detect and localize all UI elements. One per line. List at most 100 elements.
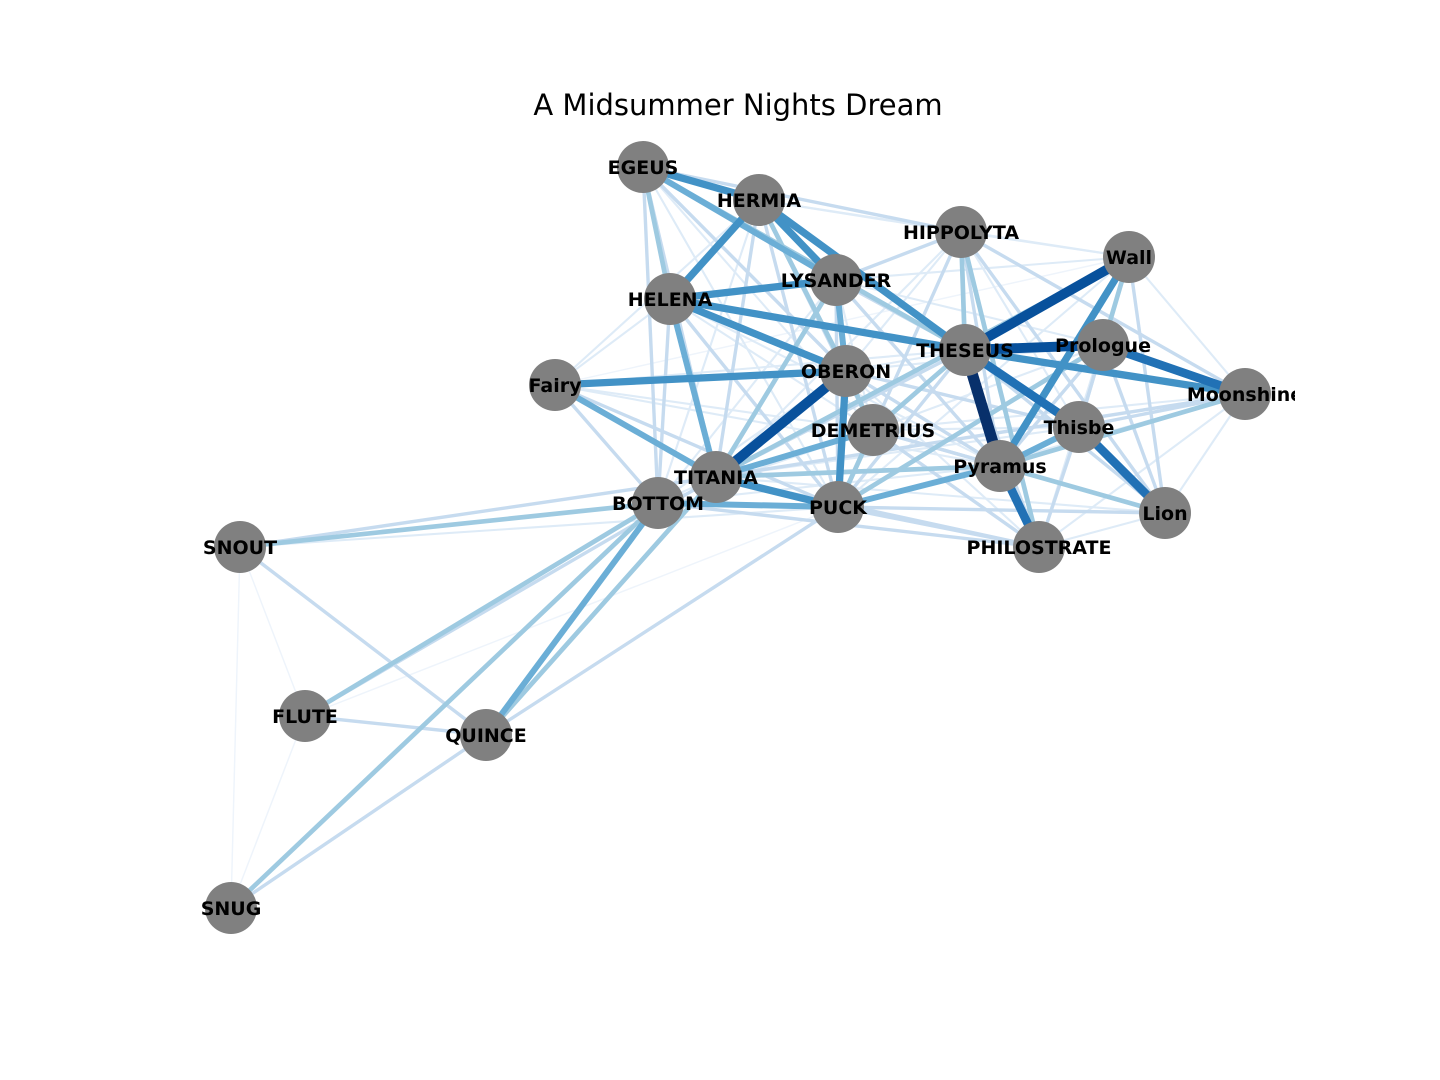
edge-helena-lysander	[669, 276, 837, 303]
node-titania	[690, 451, 742, 503]
node-wall	[1103, 231, 1155, 283]
edge-titania-pyramus	[715, 463, 1001, 480]
edge-wall-lion	[1127, 256, 1167, 514]
node-label-flute: FLUTE	[272, 706, 338, 728]
edge-fairy-titania	[553, 382, 718, 480]
node-label-hippolyta: HIPPOLYTA	[903, 222, 1019, 244]
edge-puck-quince	[485, 505, 839, 737]
node-label-puck: PUCK	[809, 497, 868, 519]
node-lion	[1139, 487, 1191, 539]
node-label-snout: SNOUT	[203, 537, 277, 559]
edge-lysander-bottom	[657, 279, 837, 504]
edge-flute-snug	[230, 715, 306, 909]
node-label-egeus: EGEUS	[608, 157, 679, 179]
edge-hippolyta-lion	[959, 231, 1167, 514]
node-label-moonshine: Moonshine	[1187, 384, 1303, 406]
node-thisbe	[1053, 401, 1105, 453]
node-label-fairy: Fairy	[529, 375, 583, 397]
node-snout	[214, 521, 266, 573]
node-label-titania: TITANIA	[674, 467, 758, 489]
node-moonshine	[1219, 368, 1271, 420]
edge-lion-pyramus	[999, 463, 1166, 516]
node-label-wall: Wall	[1106, 247, 1152, 269]
edge-pyramus-puck	[837, 463, 1001, 510]
edge-hippolyta-moonshine	[960, 230, 1246, 396]
edge-bottom-puck	[657, 500, 839, 510]
node-egeus	[617, 141, 669, 193]
edge-oberon-titania	[712, 367, 850, 481]
edge-helena-bottom	[656, 298, 672, 504]
edge-bottom-flute	[303, 500, 660, 719]
node-label-helena: HELENA	[628, 289, 713, 311]
edge-theseus-moonshine	[964, 346, 1246, 398]
edge-helena-titania	[667, 298, 719, 478]
edge-bottom-snug	[229, 501, 660, 910]
edge-demetrius-philostrate	[872, 428, 1040, 549]
node-lysander	[810, 254, 862, 306]
edge-oberon-pyramus	[845, 369, 1001, 468]
edge-egeus-oberon	[641, 165, 848, 373]
node-label-oberon: OBERON	[801, 361, 891, 383]
node-hippolyta	[935, 206, 987, 258]
edge-helena-demetrius	[669, 298, 874, 431]
edge-quince-snug	[230, 733, 487, 910]
edge-oberon-thisbe	[845, 369, 1080, 429]
node-label-theseus: THESEUS	[916, 340, 1014, 362]
edge-egeus-hippolyta	[642, 165, 962, 234]
edge-hermia-theseus	[756, 197, 968, 353]
edge-bottom-snout	[239, 500, 659, 550]
edge-demetrius-titania	[715, 427, 874, 480]
edge-theseus-puck	[836, 348, 967, 509]
edge-helena-theseus	[669, 295, 966, 354]
edge-snout-flute	[239, 546, 306, 717]
edge-flute-puck	[304, 506, 839, 717]
node-label-thisbe: Thisbe	[1044, 417, 1115, 439]
node-label-philostrate: PHILOSTRATE	[967, 537, 1112, 559]
edge-hermia-titania	[714, 199, 761, 478]
node-demetrius	[847, 404, 899, 456]
node-label-lion: Lion	[1142, 503, 1187, 525]
edge-titania-lion	[715, 475, 1166, 515]
edge-moonshine-philostrate	[1038, 393, 1246, 548]
node-snug	[205, 882, 257, 934]
node-label-prologue: Prologue	[1055, 335, 1151, 357]
node-flute	[279, 690, 331, 742]
node-helena	[644, 273, 696, 325]
edge-egeus-bottom	[641, 166, 660, 504]
edge-theseus-wall	[962, 252, 1132, 355]
node-label-snug: SNUG	[201, 898, 262, 920]
edge-helena-oberon	[668, 295, 848, 375]
edge-hippolyta-philostrate	[958, 231, 1042, 548]
edge-fairy-bottom	[553, 383, 660, 505]
node-label-hermia: HERMIA	[717, 190, 801, 212]
label-layer: EGEUS HERMIA HIPPOLYTA Wall LYSANDER HELENA TH…	[201, 157, 1303, 920]
node-hermia	[733, 174, 785, 226]
diagram-title: A Midsummer Nights Dream	[533, 88, 942, 122]
node-label-bottom: BOTTOM	[612, 493, 704, 515]
node-layer	[205, 141, 1271, 934]
node-puck	[812, 481, 864, 533]
edge-flute-quince	[304, 714, 487, 737]
edge-moonshine-pyramus	[999, 391, 1246, 469]
node-quince	[460, 709, 512, 761]
node-theseus	[939, 324, 991, 376]
edge-wall-pyramus	[996, 255, 1133, 468]
edge-snout-snug	[230, 546, 241, 909]
node-oberon	[820, 345, 872, 397]
edge-oberon-philostrate	[845, 370, 1040, 548]
node-prologue	[1077, 319, 1129, 371]
plot-area: EGEUS HERMIA HIPPOLYTA Wall LYSANDER HELENA TH…	[201, 141, 1303, 934]
node-fairy	[529, 359, 581, 411]
edge-wall-moonshine	[1128, 256, 1246, 395]
node-label-pyramus: Pyramus	[953, 456, 1047, 478]
node-philostrate	[1013, 521, 1065, 573]
edge-bottom-quince	[483, 501, 661, 737]
edge-fairy-oberon	[554, 367, 847, 389]
edge-puck-philostrate	[837, 505, 1040, 549]
node-bottom	[632, 477, 684, 529]
edge-wall-lysander	[835, 255, 1130, 282]
node-label-quince: QUINCE	[445, 725, 526, 747]
node-pyramus	[974, 440, 1026, 492]
node-label-lysander: LYSANDER	[781, 270, 892, 292]
